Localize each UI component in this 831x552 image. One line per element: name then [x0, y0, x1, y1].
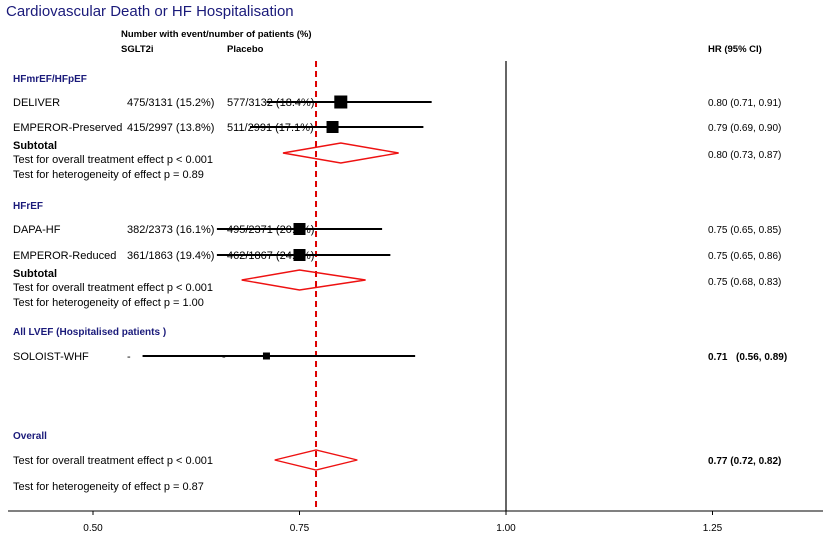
sglt2i-header: SGLT2i — [121, 44, 154, 55]
placebo-events-deliver: 577/3132 (18.4%) — [227, 97, 315, 109]
placebo-events-dapa-hf: 495/2371 (20.9%) — [227, 224, 315, 236]
hr-text-dapa-hf: 0.75 (0.65, 0.85) — [708, 225, 782, 236]
hr-text-subtotal-2: 0.75 (0.68, 0.83) — [708, 277, 782, 288]
hr-text-deliver: 0.80 (0.71, 0.91) — [708, 98, 782, 109]
group-label-hfref: HFrEF — [13, 201, 43, 212]
hr-text-emperor-preserved: 0.79 (0.69, 0.90) — [708, 123, 782, 134]
x-tick-label-1: 0.75 — [290, 523, 310, 534]
group-label-overall: Overall — [13, 431, 47, 442]
hr-marker-dapa-hf — [293, 223, 306, 235]
pooled-diamond-overall — [274, 449, 358, 471]
placebo-events-soloist-whf: - — [222, 351, 226, 363]
group-label-hfmref: HFmrEF/HFpEF — [13, 74, 87, 85]
heterogeneity-test-2: Test for heterogeneity of effect p = 1.0… — [13, 297, 204, 309]
chart-title: Cardiovascular Death or HF Hospitalisati… — [6, 3, 294, 20]
heterogeneity-test-overall: Test for heterogeneity of effect p = 0.8… — [13, 481, 204, 493]
subtotal-label-1: Subtotal — [13, 140, 57, 152]
hr-estimate-soloist-whf: 0.71 — [708, 352, 728, 363]
x-tick-label-2: 1.00 — [496, 523, 516, 534]
sglt2i-events-deliver: 475/3131 (15.2%) — [127, 97, 215, 109]
study-name-emperor-preserved: EMPEROR-Preserved — [13, 122, 123, 134]
hr-text-emperor-reduced: 0.75 (0.65, 0.86) — [708, 251, 782, 262]
sglt2i-events-emperor-preserved: 415/2997 (13.8%) — [127, 122, 215, 134]
overall-effect-test-1: Test for overall treatment effect p < 0.… — [13, 154, 214, 166]
study-name-deliver: DELIVER — [13, 97, 61, 109]
heterogeneity-test-1: Test for heterogeneity of effect p = 0.8… — [13, 169, 204, 181]
sglt2i-events-emperor-reduced: 361/1863 (19.4%) — [127, 250, 215, 262]
placebo-events-emperor-preserved: 511/2991 (17.1%) — [227, 122, 314, 134]
overall-effect-test-overall: Test for overall treatment effect p < 0.… — [13, 455, 214, 467]
placebo-header: Placebo — [227, 44, 264, 55]
hr-header: HR (95% CI) — [708, 44, 762, 55]
subtotal-label-2: Subtotal — [13, 268, 57, 280]
placebo-events-emperor-reduced: 462/1867 (24.7%) — [227, 250, 315, 262]
x-tick-label-3: 1.25 — [703, 523, 723, 534]
hr-text-subtotal-1: 0.80 (0.73, 0.87) — [708, 150, 782, 161]
hr-marker-deliver — [334, 95, 348, 109]
hr-ci-soloist-whf: (0.56, 0.89) — [736, 352, 788, 363]
overall-effect-test-2: Test for overall treatment effect p < 0.… — [13, 282, 214, 294]
events-header: Number with event/number of patients (%) — [121, 29, 312, 40]
group-label-all-lvef: All LVEF (Hospitalised patients ) — [13, 327, 167, 338]
study-name-dapa-hf: DAPA-HF — [13, 224, 61, 236]
study-name-emperor-reduced: EMPEROR-Reduced — [13, 250, 117, 262]
pooled-diamond-hfmref-hfpef-subtotal — [282, 142, 399, 164]
hr-text-overall: 0.77 (0.72, 0.82) — [708, 456, 782, 467]
hr-marker-emperor-reduced — [293, 249, 306, 261]
pooled-diamond-hfref-subtotal — [241, 269, 366, 291]
x-tick-label-0: 0.50 — [83, 523, 103, 534]
hr-marker-soloist-whf — [262, 352, 270, 360]
hr-marker-emperor-preserved — [326, 121, 339, 133]
sglt2i-events-dapa-hf: 382/2373 (16.1%) — [127, 224, 215, 236]
study-name-soloist-whf: SOLOIST-WHF — [13, 351, 89, 363]
sglt2i-events-soloist-whf: - — [127, 351, 131, 363]
